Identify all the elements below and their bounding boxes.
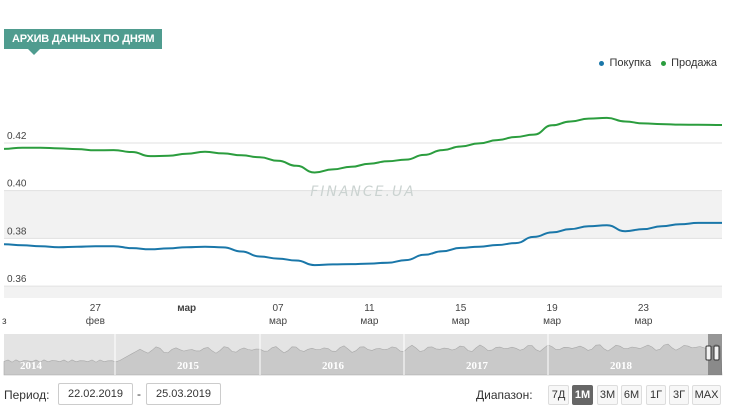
legend-sell-label: Продажа [671,57,717,69]
x-tick-sublabel: мар [452,316,470,327]
navigator-handle-right[interactable] [713,345,720,361]
legend-buy-label: Покупка [609,57,652,69]
x-tick-label: 11 [364,303,375,314]
archive-title: АРХИВ ДАННЫХ ПО ДНЯМ [12,33,155,45]
x-tick-label: 07 [272,303,284,314]
y-tick-label: 0.42 [7,131,27,142]
range-button-2[interactable]: 3М [597,385,618,405]
date-from-input[interactable] [58,383,133,405]
navigator-series-area [3,343,723,376]
period-label: Период: [4,388,50,402]
legend: Покупка Продажа [599,57,717,69]
navigator-handle[interactable] [705,345,720,361]
range-button-4[interactable]: 1Г [646,385,666,405]
series-lines [3,116,723,267]
x-tick-label: 19 [547,303,559,314]
range-button-1[interactable]: 1М [572,385,593,405]
x-tick-sublabel: мар [360,316,378,327]
plot-band [4,190,722,239]
navigator-year-label: 2018 [610,360,633,372]
navigator-year-label: 2017 [466,360,489,372]
x-tick-label: 23 [638,303,650,314]
range-button-5[interactable]: 3Г [669,385,689,405]
series-line-sell [3,116,723,174]
x-tick-label: 15 [455,303,467,314]
x-tick-sublabel: мар [634,316,652,327]
navigator[interactable]: 2014 2015 2016 2017 2018 [3,334,723,376]
legend-item-buy[interactable]: Покупка [599,57,651,69]
navigator-year-label: 2014 [20,360,43,372]
legend-buy-marker [599,60,605,66]
badge-notch [28,49,40,55]
y-tick-label: 0.36 [7,274,27,285]
plot-band [4,286,722,298]
navigator-year-labels: 2014 2015 2016 2017 2018 [20,334,633,375]
navigator-year-label: 2016 [322,360,345,372]
y-tick-label: 0.40 [7,179,27,190]
date-separator: - [137,387,141,401]
legend-item-sell[interactable]: Продажа [661,57,717,69]
navigator-handle-left[interactable] [705,345,712,361]
watermark-text: FINANCE.UA [310,184,416,200]
plot-band [4,73,722,143]
x-tick-sublabel: мар [543,316,561,327]
date-to-input[interactable] [146,383,221,405]
range-button-3[interactable]: 6М [621,385,642,405]
range-button-6[interactable]: MAX [692,385,721,405]
series-line-buy [3,221,722,267]
plot-bands [4,73,722,298]
y-axis-labels: 0.42 0.40 0.38 0.36 [7,131,27,285]
x-tick-sublabel: мар [269,316,287,327]
x-tick-sublabel: фев [86,315,105,327]
grid-lines [4,142,722,287]
range-label: Диапазон: [476,388,533,402]
x-tick-sublabel: з [2,316,7,327]
range-button-0[interactable]: 7Д [548,385,569,405]
archive-header-badge: АРХИВ ДАННЫХ ПО ДНЯМ [4,29,163,55]
legend-sell-marker [661,60,667,66]
x-tick-label: 27 [90,303,102,314]
x-tick-label: мар [177,303,196,314]
navigator-year-label: 2015 [177,360,200,372]
y-tick-label: 0.38 [7,226,27,237]
